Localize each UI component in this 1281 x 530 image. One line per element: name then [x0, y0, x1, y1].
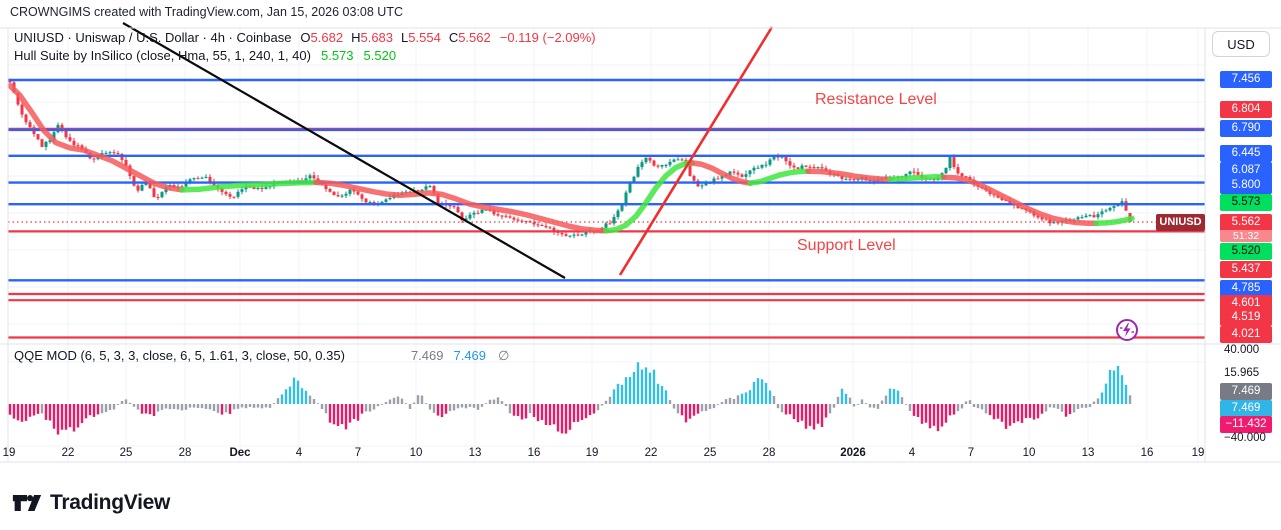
time-axis-label: 25: [119, 447, 133, 459]
time-axis-label: Dec: [229, 447, 251, 459]
ohlc-pair: C5.562: [448, 30, 491, 45]
price-axis-label: −40.000: [1224, 432, 1266, 444]
price-axis-label: 4.021: [1220, 326, 1272, 343]
time-axis-label: 4: [295, 447, 303, 459]
time-axis-label: 22: [61, 447, 75, 459]
price-axis-label: 4.785: [1220, 280, 1272, 297]
hull-suite-label: Hull Suite by InSilico (close, Hma, 55, …: [14, 48, 311, 63]
price-axis-label: 6.087: [1220, 162, 1272, 179]
current-price-value: 5.562: [1220, 214, 1272, 230]
symbol-title: UNIUSD · Uniswap / U.S. Dollar · 4h · Co…: [14, 30, 292, 45]
ohlc-pair: L5.554: [401, 30, 441, 45]
time-axis-label: 16: [527, 447, 541, 459]
time-axis-label: 28: [762, 447, 776, 459]
hull-value-2: 5.520: [363, 48, 397, 63]
price-axis-label: 5.800: [1220, 177, 1272, 194]
price-axis-label: 6.804: [1220, 101, 1272, 118]
currency-usd-button[interactable]: USD: [1212, 31, 1270, 57]
symbol-legend[interactable]: UNIUSD · Uniswap / U.S. Dollar · 4h · Co…: [14, 30, 596, 45]
time-axis-label: 7: [967, 447, 975, 459]
qqe-mod-legend[interactable]: QQE MOD (6, 5, 3, 3, close, 6, 5, 1.61, …: [14, 348, 509, 364]
price-axis-label: 7.469: [1220, 383, 1272, 400]
price-axis-label: 5.520: [1220, 243, 1272, 260]
price-scale: 5.562 51:32 7.456 6.804 6.790 6.445 6.087 5.8…: [1206, 0, 1281, 530]
watermark: CROWNGIMS created with TradingView.com, …: [10, 5, 403, 19]
price-axis-label: 7.469: [1220, 400, 1272, 417]
symbol-axis-badge: UNIUSD: [1156, 214, 1205, 231]
hull-suite-legend[interactable]: Hull Suite by InSilico (close, Hma, 55, …: [14, 48, 396, 63]
price-axis-label: 6.445: [1220, 145, 1272, 162]
time-axis[interactable]: 19 22 25 28 Dec 4 7 10 13 16 19 22 25 28 2026 4 7 10 13 16 1…: [0, 447, 1281, 463]
time-axis-label: 13: [468, 447, 482, 459]
price-axis-label: −11.432: [1220, 416, 1272, 433]
support-level-label[interactable]: Support Level: [797, 237, 896, 254]
price-axis-label: 7.456: [1220, 71, 1272, 88]
time-axis-label: 4: [908, 447, 916, 459]
price-axis-label: 15.965: [1224, 367, 1260, 379]
qqe-value-2: 7.469: [453, 348, 487, 363]
time-axis-label: 16: [1140, 447, 1154, 459]
tradingview-logo-text: TradingView: [50, 491, 171, 514]
time-axis-label: 10: [409, 447, 423, 459]
resistance-level-label[interactable]: Resistance Level: [815, 91, 937, 108]
tradingview-logo-icon: [12, 495, 42, 511]
price-change: −0.119 (−2.09%): [499, 30, 596, 45]
bar-countdown: 51:32: [1220, 230, 1272, 242]
price-axis-label: 6.790: [1220, 120, 1272, 137]
time-axis-label: 10: [1022, 447, 1036, 459]
qqe-mod-label: QQE MOD (6, 5, 3, 3, close, 6, 5, 1.61, …: [14, 348, 345, 363]
time-axis-label: 7: [354, 447, 362, 459]
ohlc-values: O5.682 H5.683 L5.554 C5.562: [300, 30, 490, 45]
tradingview-logo[interactable]: TradingView: [12, 490, 170, 516]
time-axis-label: 19: [585, 447, 599, 459]
price-axis-label: 5.573: [1220, 194, 1272, 211]
current-price-badge: 5.562 51:32: [1220, 214, 1272, 242]
time-axis-label: 28: [178, 447, 192, 459]
time-axis-label: 19: [2, 447, 16, 459]
qqe-empty-icon: ∅: [498, 348, 510, 363]
time-axis-label: 13: [1081, 447, 1095, 459]
time-axis-label: 22: [644, 447, 658, 459]
time-axis-label: 19: [1191, 447, 1205, 459]
hull-value-1: 5.573: [320, 48, 354, 63]
ohlc-pair: H5.683: [351, 30, 394, 45]
price-axis-label: 4.601: [1220, 295, 1272, 312]
flash-icon[interactable]: [1116, 319, 1138, 341]
time-axis-label: 25: [703, 447, 717, 459]
price-axis-label: 5.437: [1220, 261, 1272, 278]
qqe-value-1: 7.469: [410, 348, 444, 363]
time-axis-label: 2026: [840, 447, 866, 459]
price-axis-label: 4.519: [1220, 309, 1272, 326]
price-axis-label: 40.000: [1224, 344, 1260, 356]
ohlc-pair: O5.682: [300, 30, 344, 45]
